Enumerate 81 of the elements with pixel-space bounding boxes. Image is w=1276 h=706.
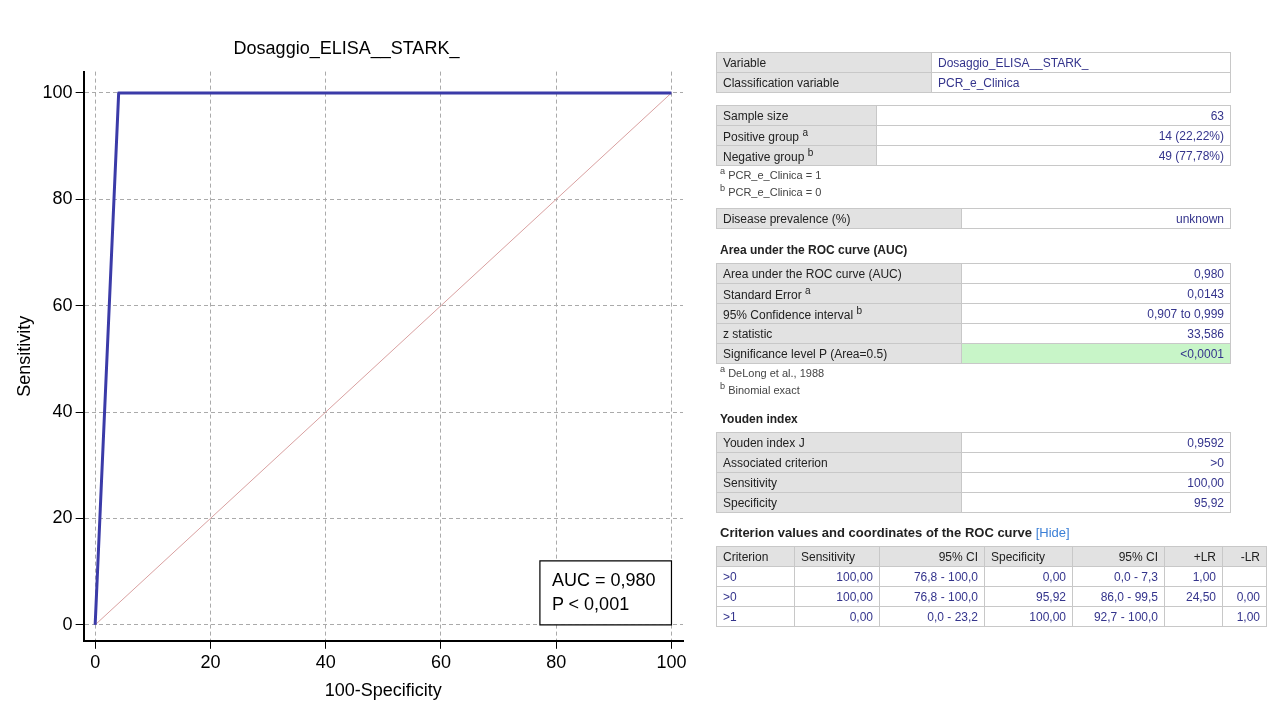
text: Area under the ROC curve (AUC) bbox=[716, 263, 962, 284]
y-tick-label: 20 bbox=[52, 507, 73, 528]
x-axis-title: 100-Specificity bbox=[324, 680, 442, 701]
y-tick-label: 100 bbox=[42, 81, 73, 102]
text: Sensitivity bbox=[716, 472, 962, 493]
text: 95% CI bbox=[1072, 546, 1165, 567]
text: 86,0 - 99,5 bbox=[1072, 586, 1165, 607]
text: 1,00 bbox=[1222, 606, 1267, 627]
text: Classification variable bbox=[716, 72, 932, 93]
text: Significance level P (Area=0.5) bbox=[716, 343, 962, 364]
text: 100,00 bbox=[961, 472, 1231, 493]
x-tick-label: 0 bbox=[90, 651, 101, 672]
text: >0 bbox=[716, 566, 795, 587]
y-tick-label: 80 bbox=[52, 188, 73, 209]
text: >0 bbox=[961, 452, 1231, 473]
text: unknown bbox=[961, 208, 1231, 229]
text: Specificity bbox=[984, 546, 1073, 567]
text: 14 (22,22%) bbox=[876, 125, 1231, 146]
text: <0,0001 bbox=[961, 343, 1231, 364]
text: 0,00 bbox=[984, 566, 1073, 587]
y-tick-label: 60 bbox=[52, 294, 73, 315]
text: PCR_e_Clinica bbox=[931, 72, 1231, 93]
text: Variable bbox=[716, 52, 932, 73]
text: 100,00 bbox=[794, 566, 880, 587]
text: [Hide] bbox=[1035, 525, 1070, 540]
text: Disease prevalence (%) bbox=[716, 208, 962, 229]
y-axis-title: Sensitivity bbox=[13, 315, 34, 397]
text: 0,0 - 23,2 bbox=[879, 606, 985, 627]
text: Standard Error $^{a}$ bbox=[716, 283, 962, 304]
text: Associated criterion bbox=[716, 452, 962, 473]
text: +LR bbox=[1164, 546, 1223, 567]
text: 33,586 bbox=[961, 323, 1231, 344]
text: Dosaggio_ELISA__STARK_ bbox=[931, 52, 1231, 73]
text: Sample size bbox=[716, 105, 877, 126]
text: 100,00 bbox=[984, 606, 1073, 627]
text: Area under the ROC curve (AUC) bbox=[720, 243, 909, 257]
text: $^{b}$ Binomial exact bbox=[719, 381, 801, 398]
text: 49 (77,78%) bbox=[876, 145, 1231, 166]
text: >0 bbox=[716, 586, 795, 607]
text: $^{b}$ PCR_e_Clinica = 0 bbox=[719, 183, 823, 200]
text: 95% Confidence interval $^{b}$ bbox=[716, 303, 962, 324]
text: Criterion values and coordinates of the ROC curve bbox=[720, 525, 1033, 540]
y-tick-label: 0 bbox=[62, 613, 73, 634]
x-tick-label: 100 bbox=[656, 651, 687, 672]
text: 92,7 - 100,0 bbox=[1072, 606, 1165, 627]
text: 0,9592 bbox=[961, 432, 1231, 453]
text: z statistic bbox=[716, 323, 962, 344]
text: 100,00 bbox=[794, 586, 880, 607]
text: 24,50 bbox=[1164, 586, 1223, 607]
text: -LR bbox=[1222, 546, 1267, 567]
text: Positive group $^{a}$ bbox=[716, 125, 877, 146]
text: 0,980 bbox=[961, 263, 1231, 284]
text: 95% CI bbox=[879, 546, 985, 567]
text: Youden index bbox=[720, 412, 799, 426]
chart-title: Dosaggio_ELISA__STARK_ bbox=[233, 37, 461, 59]
text: 76,8 - 100,0 bbox=[879, 586, 985, 607]
text: Specificity bbox=[716, 492, 962, 513]
text: 95,92 bbox=[984, 586, 1073, 607]
x-tick-label: 60 bbox=[430, 651, 451, 672]
text: 0,0 - 7,3 bbox=[1072, 566, 1165, 587]
x-tick-label: 20 bbox=[200, 651, 221, 672]
text: 76,8 - 100,0 bbox=[879, 566, 985, 587]
text: $^{a}$ DeLong et al., 1988 bbox=[719, 364, 826, 381]
text: >1 bbox=[716, 606, 795, 627]
text: 0,0143 bbox=[961, 283, 1231, 304]
annotation: P < 0,001 bbox=[551, 593, 630, 614]
text: 0,00 bbox=[1222, 586, 1267, 607]
y-tick-label: 40 bbox=[52, 401, 73, 422]
text: Negative group $^{b}$ bbox=[716, 145, 877, 166]
text: Criterion bbox=[716, 546, 795, 567]
annotation: AUC = 0,980 bbox=[551, 569, 656, 590]
text: 0,00 bbox=[794, 606, 880, 627]
text: 1,00 bbox=[1164, 566, 1223, 587]
text: Youden index J bbox=[716, 432, 962, 453]
text: 63 bbox=[876, 105, 1231, 126]
text: Sensitivity bbox=[794, 546, 880, 567]
text: $^{a}$ PCR_e_Clinica = 1 bbox=[719, 166, 823, 183]
text: 0,907 to 0,999 bbox=[961, 303, 1231, 324]
x-tick-label: 40 bbox=[315, 651, 336, 672]
x-tick-label: 80 bbox=[546, 651, 567, 672]
text: 95,92 bbox=[961, 492, 1231, 513]
